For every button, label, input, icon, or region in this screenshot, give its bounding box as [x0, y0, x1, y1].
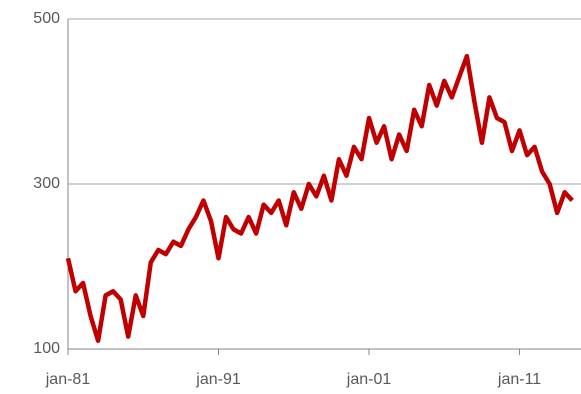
x-tick-label: jan-01 [346, 371, 392, 388]
y-tick-label: 500 [33, 10, 60, 27]
x-tick-label: jan-81 [45, 371, 91, 388]
y-tick-label: 300 [33, 175, 60, 192]
x-tick-label: jan-11 [497, 371, 541, 388]
x-tick-label: jan-91 [195, 371, 241, 388]
data-line [65, 53, 574, 343]
y-tick-label: 100 [33, 340, 60, 357]
